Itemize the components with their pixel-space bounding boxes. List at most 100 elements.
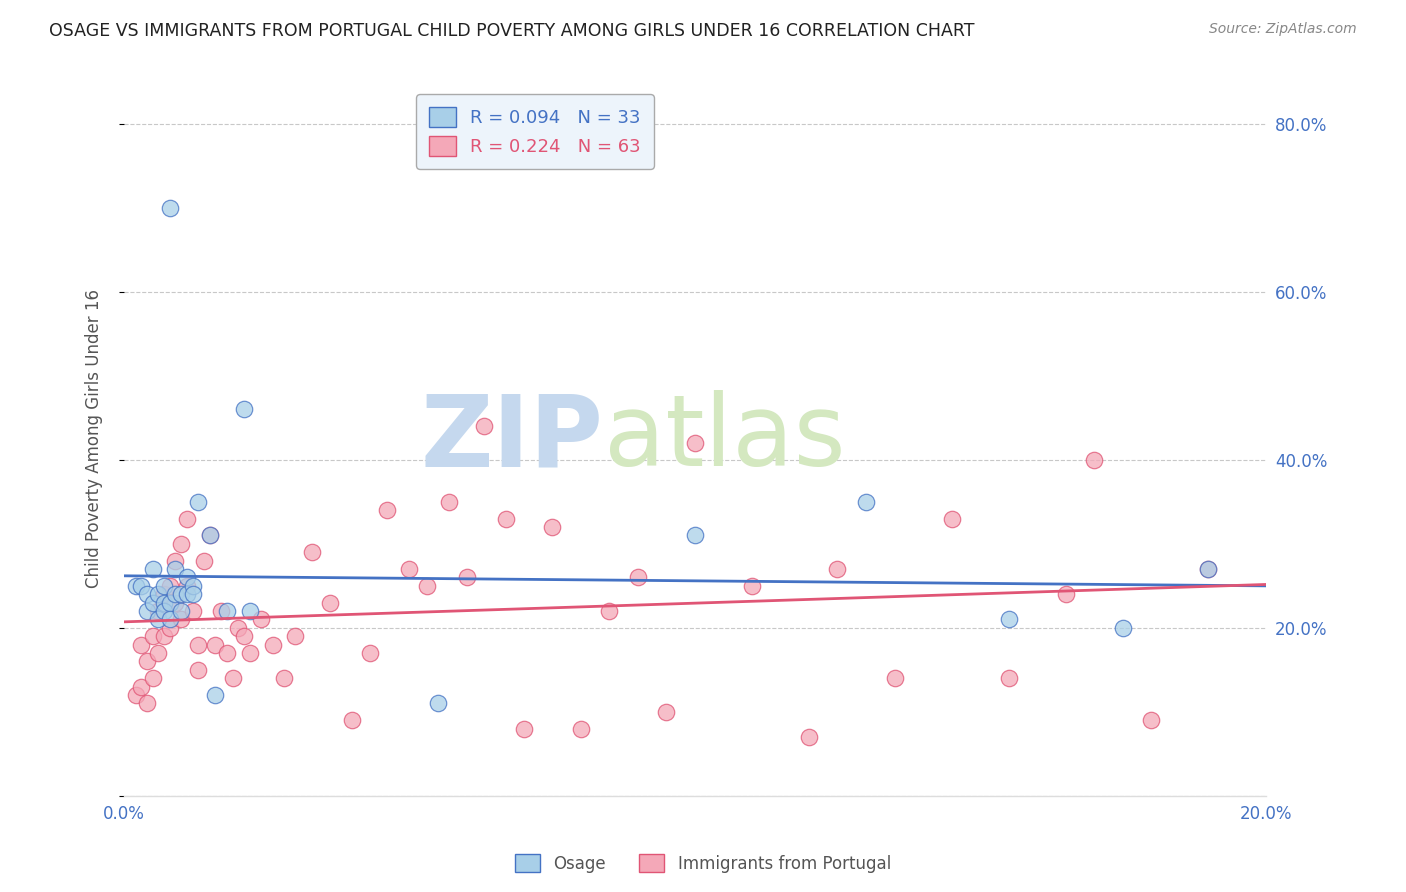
Point (153, 579, 176, 593)
Point (204, 688, 226, 702)
Point (129, 579, 152, 593)
Point (153, 596, 176, 610)
Point (375, 503, 398, 517)
Y-axis label: Child Poverty Among Girls Under 16: Child Poverty Among Girls Under 16 (86, 289, 103, 589)
Point (1140, 713, 1163, 727)
Point (233, 402, 256, 417)
Point (124, 579, 146, 593)
Point (512, 722, 534, 736)
Text: OSAGE VS IMMIGRANTS FROM PORTUGAL CHILD POVERTY AMONG GIRLS UNDER 16 CORRELATION: OSAGE VS IMMIGRANTS FROM PORTUGAL CHILD … (49, 22, 974, 40)
Point (124, 688, 146, 702)
Point (415, 579, 437, 593)
Point (598, 604, 620, 618)
Point (439, 495, 461, 509)
Point (148, 612, 170, 626)
Point (239, 604, 262, 618)
Point (165, 587, 187, 601)
Point (1197, 562, 1219, 576)
Point (262, 638, 284, 652)
Point (209, 604, 232, 618)
Point (1112, 621, 1135, 635)
Point (541, 520, 564, 534)
Point (142, 562, 165, 576)
Text: Source: ZipAtlas.com: Source: ZipAtlas.com (1209, 22, 1357, 37)
Point (797, 730, 820, 744)
Text: atlas: atlas (603, 391, 845, 487)
Point (827, 562, 849, 576)
Point (472, 419, 495, 434)
Point (142, 596, 165, 610)
Point (159, 201, 181, 215)
Point (170, 587, 193, 601)
Point (741, 579, 763, 593)
Point (456, 570, 478, 584)
Point (153, 604, 176, 618)
Point (233, 629, 256, 643)
Point (941, 511, 963, 525)
Point (165, 596, 187, 610)
Point (129, 680, 152, 694)
Point (170, 537, 193, 551)
Text: ZIP: ZIP (420, 391, 603, 487)
Point (142, 629, 165, 643)
Point (148, 587, 170, 601)
Point (136, 654, 159, 668)
Point (193, 553, 215, 567)
Point (342, 713, 364, 727)
Point (165, 562, 187, 576)
Point (148, 646, 170, 660)
Point (153, 587, 176, 601)
Point (301, 545, 323, 559)
Point (215, 604, 238, 618)
Point (181, 587, 204, 601)
Point (159, 612, 181, 626)
Point (627, 570, 650, 584)
Point (683, 436, 706, 450)
Point (170, 612, 193, 626)
Point (187, 663, 209, 677)
Point (855, 495, 877, 509)
Point (1083, 452, 1105, 467)
Legend: Osage, Immigrants from Portugal: Osage, Immigrants from Portugal (509, 847, 897, 880)
Point (187, 638, 209, 652)
Point (136, 697, 159, 711)
Point (359, 646, 381, 660)
Point (170, 604, 193, 618)
Point (1054, 587, 1077, 601)
Point (142, 671, 165, 685)
Point (176, 579, 198, 593)
Legend: R = 0.094   N = 33, R = 0.224   N = 63: R = 0.094 N = 33, R = 0.224 N = 63 (416, 95, 654, 169)
Point (159, 621, 181, 635)
Point (187, 495, 209, 509)
Point (215, 646, 238, 660)
Point (683, 528, 706, 542)
Point (181, 604, 204, 618)
Point (284, 629, 307, 643)
Point (198, 528, 221, 542)
Point (398, 562, 420, 576)
Point (318, 596, 340, 610)
Point (221, 671, 243, 685)
Point (427, 697, 450, 711)
Point (655, 705, 678, 719)
Point (495, 511, 517, 525)
Point (153, 629, 176, 643)
Point (204, 638, 226, 652)
Point (176, 511, 198, 525)
Point (181, 579, 204, 593)
Point (569, 722, 592, 736)
Point (883, 671, 905, 685)
Point (997, 671, 1019, 685)
Point (159, 596, 181, 610)
Point (159, 579, 181, 593)
Point (250, 612, 273, 626)
Point (997, 612, 1019, 626)
Point (176, 587, 198, 601)
Point (239, 646, 262, 660)
Point (1197, 562, 1219, 576)
Point (129, 638, 152, 652)
Point (148, 604, 170, 618)
Point (136, 587, 159, 601)
Point (198, 528, 221, 542)
Point (165, 553, 187, 567)
